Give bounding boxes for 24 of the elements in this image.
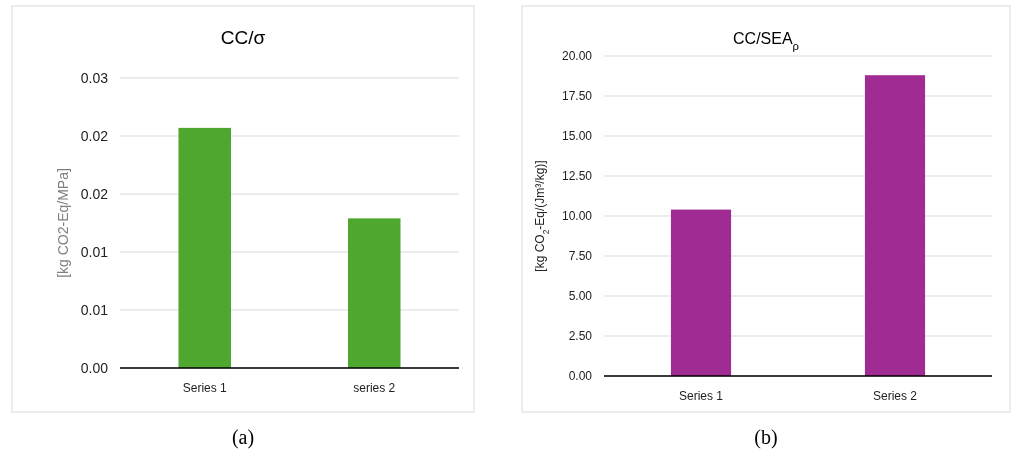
y-tick-label: 5.00 — [568, 289, 593, 304]
x-tick-label: Series 1 — [678, 389, 724, 403]
y-tick-label: 0.02 — [80, 127, 109, 144]
text: (a) — [231, 426, 255, 449]
y-tick-label: 10.00 — [561, 209, 593, 224]
y-tick-label: 0.02 — [80, 185, 109, 202]
y-tick-label: 0.03 — [80, 69, 109, 86]
y-axis-title: [kg CO2-Eq/MPa] — [55, 168, 71, 278]
y-tick-label: 0.01 — [80, 301, 109, 318]
y-tick-label: 0.00 — [80, 359, 109, 376]
chart-title: CC/SEA$_{ρ}$ — [733, 30, 799, 52]
x-tick-label: series 2 — [353, 381, 396, 395]
x-tick-label: Series 1 — [182, 381, 228, 395]
y-tick-label: 2.50 — [568, 329, 593, 344]
y-tick-label: 0.01 — [80, 243, 109, 260]
text: (b) — [754, 426, 778, 449]
y-tick-label: 0.00 — [568, 369, 593, 384]
x-tick-label: Series 2 — [872, 389, 918, 403]
y-tick-label: 7.50 — [568, 249, 593, 264]
y-tick-label: 15.00 — [561, 129, 593, 144]
y-tick-label: 12.50 — [561, 169, 593, 184]
y-tick-label: 17.50 — [561, 89, 593, 104]
chart-title: CC/σ — [220, 27, 266, 48]
y-tick-label: 20.00 — [561, 49, 593, 64]
